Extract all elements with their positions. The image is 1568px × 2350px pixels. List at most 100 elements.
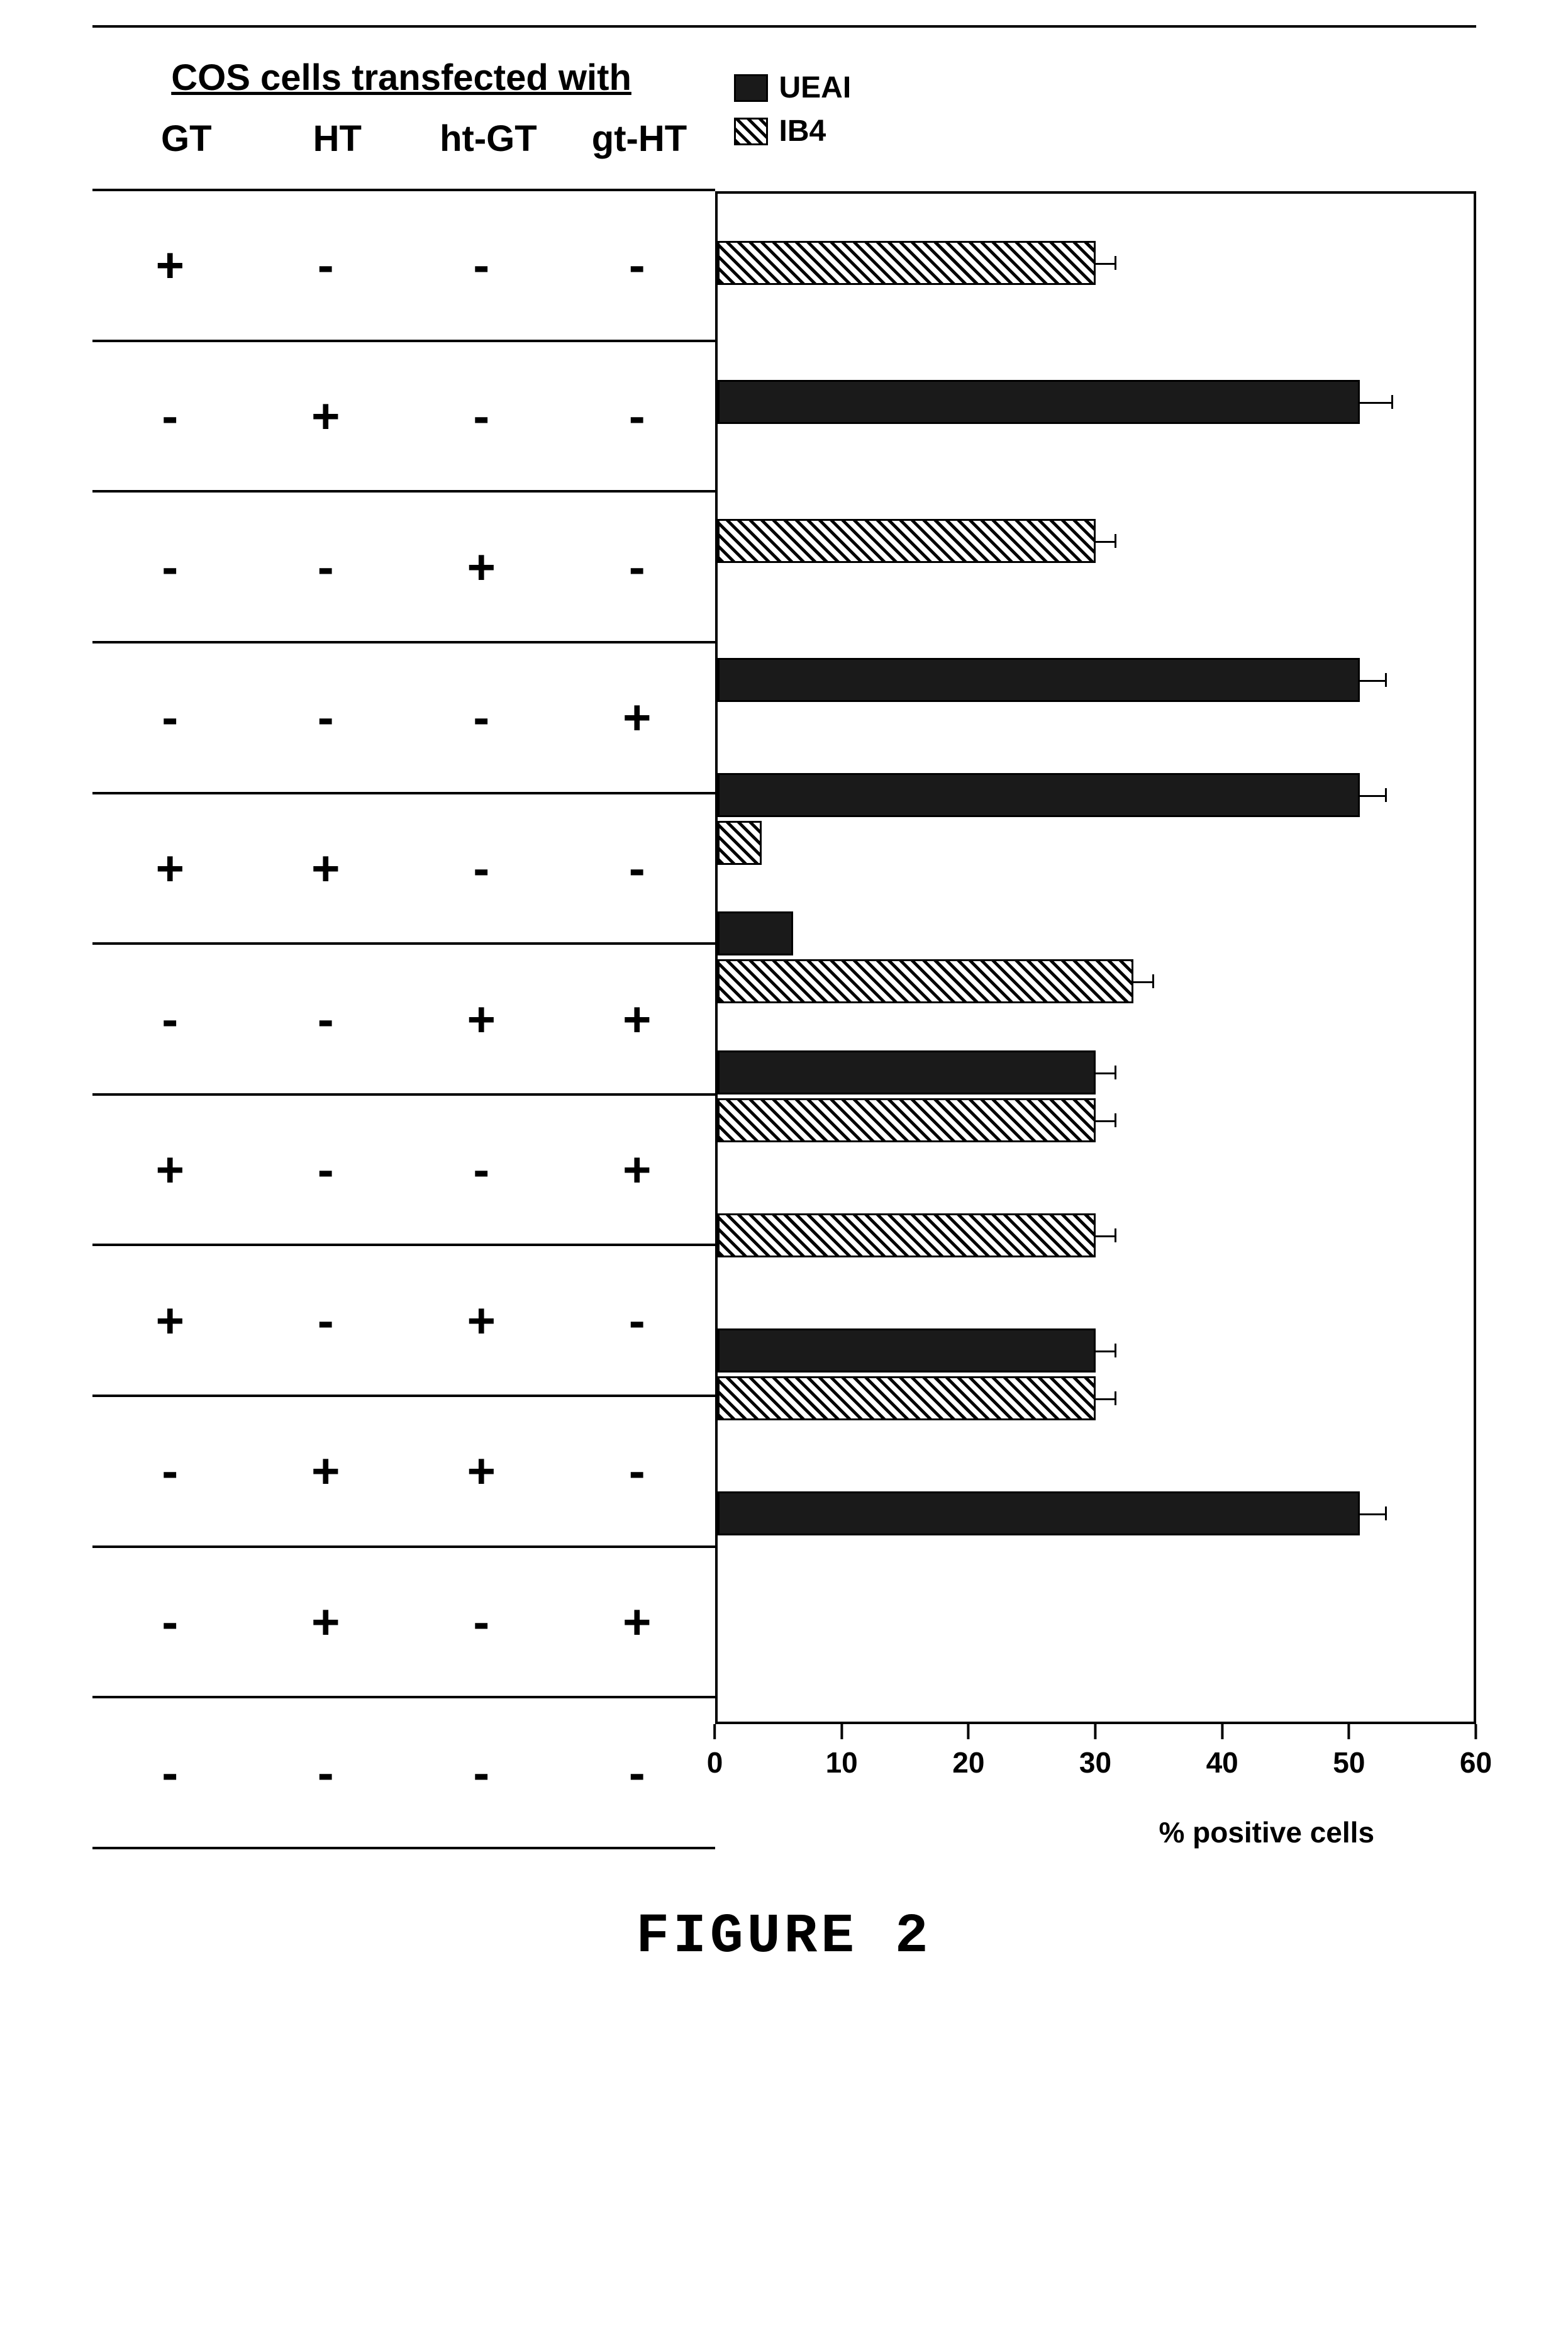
table-cell: + — [559, 945, 715, 1093]
table-cell: - — [92, 643, 248, 792]
x-tick-label: 10 — [826, 1746, 858, 1779]
table-column-labels: GT HT ht-GT gt-HT — [111, 118, 714, 160]
table-row: --++ — [92, 945, 715, 1096]
table-row: ---- — [92, 1698, 715, 1849]
main-area: COS cells transfected with GT HT ht-GT g… — [92, 25, 1476, 1849]
table-cell: + — [248, 794, 404, 943]
x-tick: 50 — [1333, 1724, 1365, 1779]
table-cell: + — [248, 1548, 404, 1696]
col-gt: GT — [111, 118, 262, 160]
x-tick: 30 — [1079, 1724, 1111, 1779]
bar-ib4 — [718, 821, 762, 865]
legend-item-ib4: IB4 — [734, 114, 1476, 148]
bar-row — [718, 472, 1474, 611]
figure-wrap: COS cells transfected with GT HT ht-GT g… — [92, 25, 1476, 1968]
bar-row — [718, 1444, 1474, 1583]
x-tick: 40 — [1206, 1724, 1238, 1779]
legend-label-ib4: IB4 — [779, 114, 826, 148]
table-cell: - — [92, 342, 248, 491]
bar-row — [718, 888, 1474, 1027]
bar-ib4 — [718, 1213, 1096, 1257]
col-ht: HT — [262, 118, 413, 160]
table-row: +--+ — [92, 1096, 715, 1247]
table-cell: + — [92, 191, 248, 340]
bar-row — [718, 749, 1474, 888]
table-cell: - — [404, 1698, 560, 1847]
table-cell: - — [559, 1246, 715, 1395]
bar-row — [718, 1027, 1474, 1166]
legend-item-ueai: UEAI — [734, 70, 1476, 105]
x-ticks: 0102030405060 — [715, 1724, 1476, 1806]
x-tick-label: 60 — [1460, 1746, 1492, 1779]
x-tick-label: 0 — [707, 1746, 723, 1779]
table-cell: - — [92, 1548, 248, 1696]
figure-caption: FIGURE 2 — [636, 1906, 931, 1968]
table-cell: + — [404, 1246, 560, 1395]
table-cell: - — [559, 1698, 715, 1847]
table-row: -++- — [92, 1397, 715, 1548]
bar-ueai — [718, 1050, 1096, 1094]
table-rows: +----+----+----+++----+++--++-+--++--+-+… — [92, 191, 715, 1849]
table-cell: - — [92, 1397, 248, 1545]
bar-ueai — [718, 380, 1360, 424]
table-cell: - — [404, 1096, 560, 1244]
table-cell: + — [404, 1397, 560, 1545]
table-cell: + — [404, 945, 560, 1093]
x-tick-label: 40 — [1206, 1746, 1238, 1779]
bar-ib4 — [718, 519, 1096, 563]
table-cell: + — [559, 1096, 715, 1244]
table-cell: + — [92, 1096, 248, 1244]
bar-ueai — [718, 773, 1360, 817]
table-cell: - — [404, 342, 560, 491]
table-cell: - — [248, 493, 404, 641]
legend-swatch-ib4 — [734, 118, 768, 145]
x-axis: 0102030405060 — [715, 1724, 1476, 1806]
table-row: ++-- — [92, 794, 715, 945]
legend: UEAI IB4 — [715, 28, 1476, 191]
table-cell: - — [92, 945, 248, 1093]
x-tick: 10 — [826, 1724, 858, 1779]
table-cell: - — [559, 794, 715, 943]
bar-ib4 — [718, 959, 1133, 1003]
bar-row — [718, 1583, 1474, 1722]
x-tick-label: 50 — [1333, 1746, 1365, 1779]
table-cell: - — [559, 342, 715, 491]
x-tick: 20 — [952, 1724, 984, 1779]
table-cell: - — [248, 191, 404, 340]
table-cell: - — [92, 493, 248, 641]
table-cell: - — [248, 1096, 404, 1244]
x-tick-label: 20 — [952, 1746, 984, 1779]
table-cell: - — [404, 794, 560, 943]
table-row: -+-+ — [92, 1548, 715, 1699]
x-axis-label: % positive cells — [715, 1815, 1476, 1849]
bar-row — [718, 194, 1474, 333]
transfection-table: COS cells transfected with GT HT ht-GT g… — [92, 28, 715, 1849]
table-cell: + — [404, 493, 560, 641]
plot-inner — [718, 194, 1474, 1722]
table-cell: + — [92, 794, 248, 943]
bar-ueai — [718, 658, 1360, 702]
table-cell: - — [248, 1246, 404, 1395]
col-gtht: gt-HT — [564, 118, 714, 160]
table-header: COS cells transfected with GT HT ht-GT g… — [92, 28, 715, 191]
table-cell: - — [559, 191, 715, 340]
bar-row — [718, 610, 1474, 749]
table-cell: - — [248, 945, 404, 1093]
table-cell: - — [248, 1698, 404, 1847]
table-cell: - — [559, 1397, 715, 1545]
legend-swatch-ueai — [734, 74, 768, 102]
bar-row — [718, 1305, 1474, 1444]
table-cell: + — [559, 643, 715, 792]
table-title: COS cells transfected with — [111, 57, 631, 99]
bar-ueai — [718, 1328, 1096, 1373]
bar-row — [718, 333, 1474, 472]
bar-ueai — [718, 1491, 1360, 1535]
table-cell: - — [404, 643, 560, 792]
table-cell: + — [248, 1397, 404, 1545]
chart-area: UEAI IB4 0102030405060 % positive cells — [715, 28, 1476, 1849]
table-row: --+- — [92, 493, 715, 643]
table-row: -+-- — [92, 342, 715, 493]
table-cell: + — [248, 342, 404, 491]
bar-ueai — [718, 911, 793, 955]
table-row: ---+ — [92, 643, 715, 794]
